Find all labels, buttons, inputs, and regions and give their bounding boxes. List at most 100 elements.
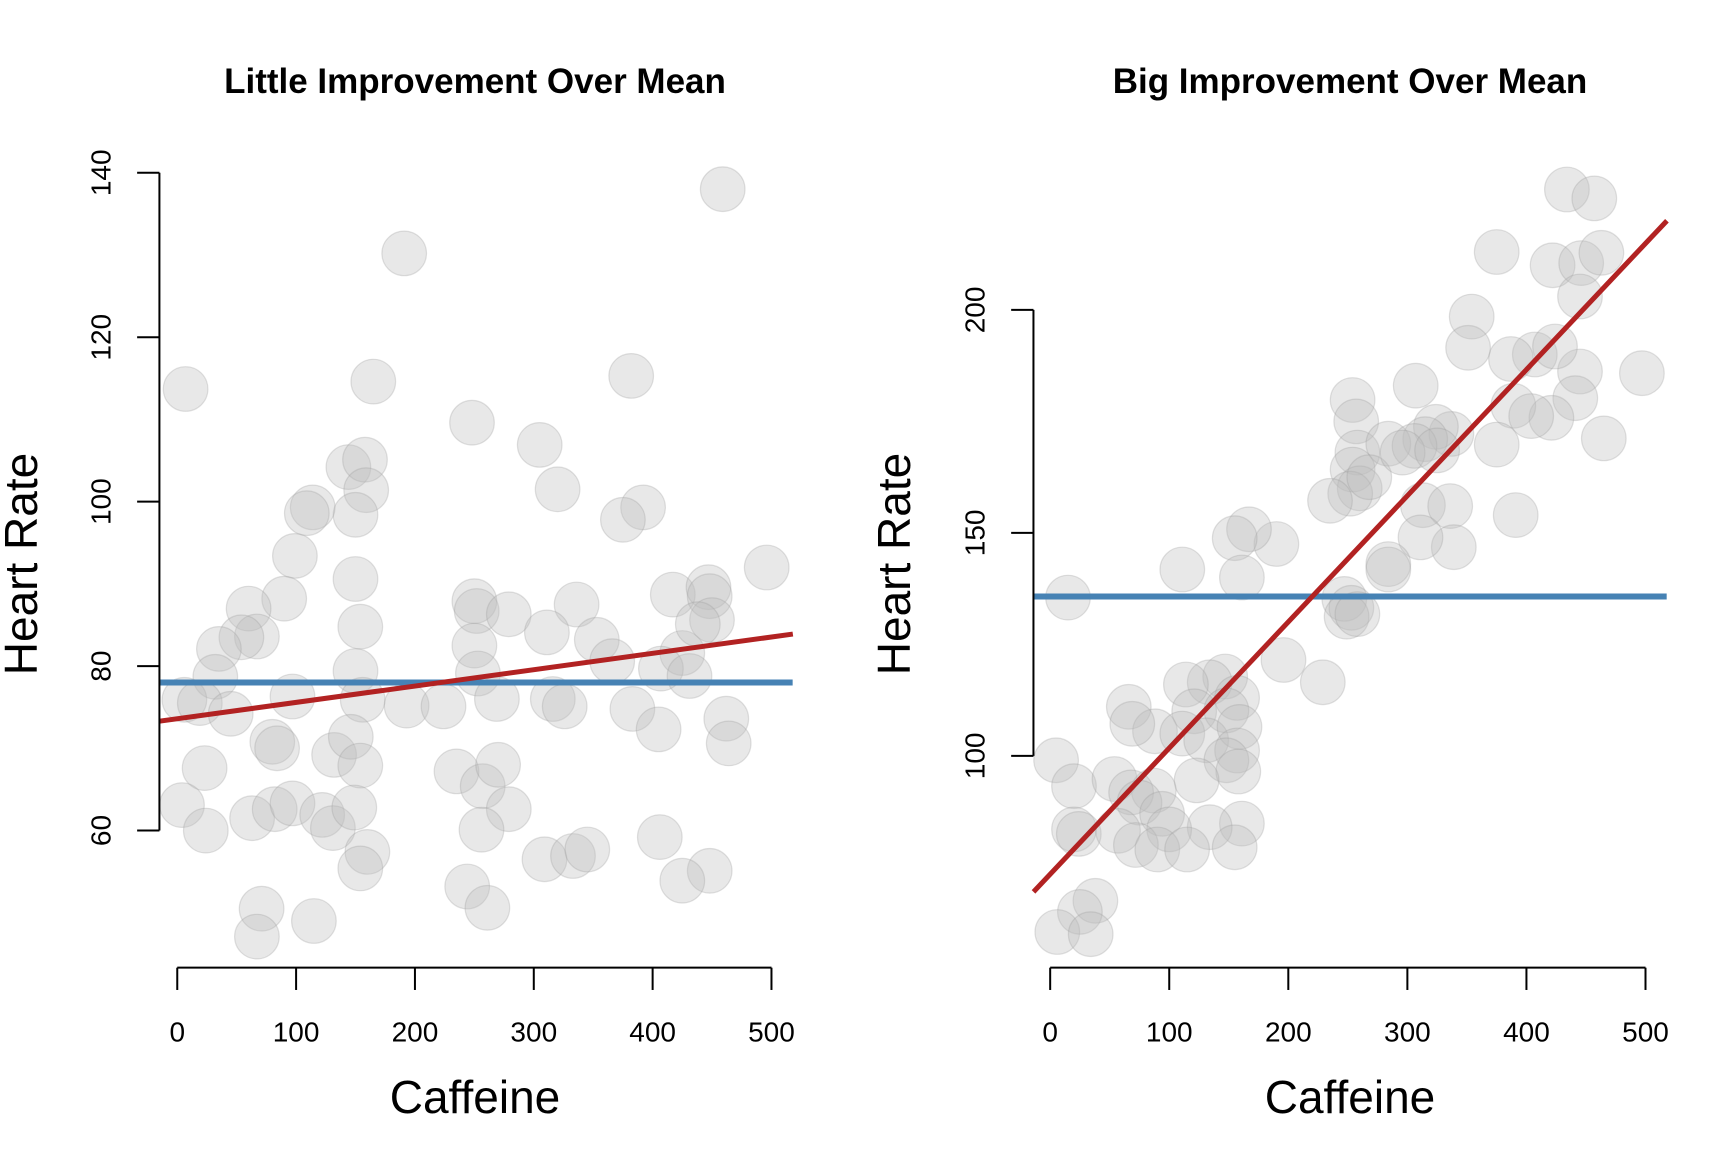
data-point [1557,348,1603,395]
data-point [1327,470,1374,517]
y-axis-title: Heart Rate [868,453,920,675]
data-point [1543,166,1590,213]
data-point [269,780,316,827]
data-point [1473,229,1520,275]
data-point [1109,700,1156,747]
x-tick-label: 400 [629,1016,676,1047]
data-point [553,581,600,628]
data-point [343,467,390,514]
y-tick-label: 60 [85,815,116,846]
data-point [1532,323,1578,370]
data-point [1139,790,1185,837]
data-point [344,829,391,875]
x-tick-label: 400 [1503,1016,1550,1047]
data-point [1162,661,1209,708]
data-point [635,706,682,753]
data-point [1218,800,1265,847]
data-point [689,597,735,643]
data-point [743,544,790,591]
data-point [254,725,301,772]
data-point [649,571,696,618]
data-point [332,556,379,602]
data-point [534,466,581,513]
y-tick-label: 80 [85,651,116,682]
data-point [1173,757,1220,804]
data-point [516,422,563,468]
data-point [381,230,428,277]
data-point [283,490,330,537]
data-point [1511,331,1558,378]
data-point [310,805,356,851]
data-point [1211,515,1258,562]
data-point [225,585,272,632]
data-point [529,676,576,722]
data-point [659,857,706,904]
data-point [1365,541,1412,587]
data-point [686,573,733,620]
data-point [1183,717,1230,764]
data-point [1558,240,1605,287]
x-tick-label: 0 [169,1016,185,1047]
data-point [458,806,505,853]
data-point [1412,403,1459,450]
data-point [249,718,296,765]
data-point [524,609,570,656]
data-point [1034,909,1081,955]
data-point [251,786,298,833]
data-point [1051,763,1097,810]
data-point [1215,748,1262,795]
data-point [1055,811,1102,857]
data-point [703,695,750,742]
data-point [1146,806,1193,853]
data-point [195,626,242,672]
data-point [705,720,752,767]
data-point [261,575,308,622]
data-point [1414,427,1460,474]
data-point [1056,889,1103,935]
data-point [433,748,480,795]
data-point [636,814,683,860]
data-point [685,564,732,611]
points-layer [159,166,790,960]
data-point [325,444,372,491]
data-point [337,845,384,892]
data-point [1402,416,1449,463]
data-point [1299,659,1346,706]
data-point [337,742,384,789]
data-point [1334,591,1381,637]
data-point [1427,483,1474,530]
data-point [1379,429,1426,476]
lines-layer [159,631,794,724]
data-point [1203,737,1250,784]
data-point [1428,411,1475,457]
data-point [1186,804,1233,851]
data-point [229,795,276,842]
x-tick-label: 100 [1146,1016,1193,1047]
data-point [609,686,656,732]
data-point [1329,377,1376,423]
x-tick-label: 500 [748,1016,795,1047]
axes-layer: 0 100 200 300 400 500 60 80 100 120 140 [85,149,794,1047]
data-point [1334,429,1381,476]
data-point [1488,336,1534,382]
x-tick-label: 200 [1265,1016,1312,1047]
panel-big-improvement: Big Improvement Over Mean Caffeine Heart… [868,62,1669,1123]
data-point [1164,826,1210,873]
data-point [1329,446,1376,493]
x-tick-label: 100 [273,1016,320,1047]
panel-little-improvement: Little Improvement Over Mean Caffeine He… [0,62,795,1123]
data-point [666,653,713,699]
data-point [485,591,532,638]
data-point [1492,492,1539,538]
y-tick-label: 200 [959,287,990,334]
data-point [327,713,374,760]
data-point [459,763,506,810]
data-point [233,913,280,960]
data-point [181,745,228,791]
data-point [1095,807,1141,854]
chart-title: Big Improvement Over Mean [1113,62,1588,101]
data-point [1571,175,1618,222]
data-point [192,653,239,700]
data-point [311,732,358,778]
